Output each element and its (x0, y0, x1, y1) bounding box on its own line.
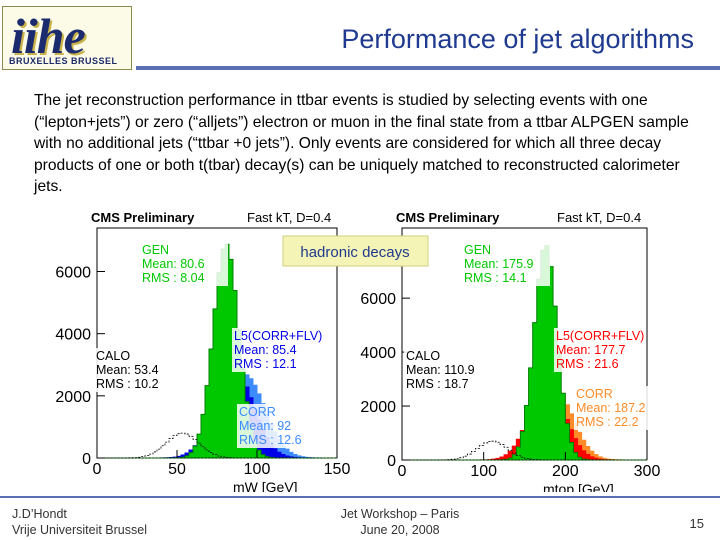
x-tick-label: 300 (634, 463, 661, 480)
stats-name: L5(CORR+FLV) (234, 329, 322, 343)
stats-name: CALO (406, 349, 440, 363)
stats-mean: Mean: 80.6 (142, 257, 205, 271)
y-tick-label: 6000 (360, 291, 396, 308)
footer-event: Jet Workshop – Paris (340, 507, 460, 521)
y-tick-label: 6000 (55, 265, 91, 282)
stats-box (232, 328, 320, 372)
y-tick-label: 4000 (55, 327, 91, 344)
footer-event-block: Jet Workshop – Paris June 20, 2008 (300, 506, 500, 538)
stats-box (404, 348, 492, 392)
x-tick-label: 200 (552, 463, 579, 480)
y-tick-label: 0 (82, 451, 91, 468)
stats-name: CORR (576, 387, 613, 401)
footer-date: June 20, 2008 (360, 523, 440, 537)
stats-mean: Mean: 187.2 (576, 401, 646, 415)
title-rule (136, 66, 720, 70)
series-calo (97, 432, 337, 459)
footer-rule (0, 496, 720, 498)
stats-mean: Mean: 53.4 (96, 363, 159, 377)
y-tick-label: 2000 (55, 389, 91, 406)
x-tick-label: 50 (168, 461, 186, 478)
stats-mean: Mean: 110.9 (406, 363, 475, 377)
stats-name: CORR (239, 405, 276, 419)
logo-wordmark: iihe (11, 8, 86, 64)
cms-preliminary-label: CMS Preliminary (396, 210, 500, 225)
stats-mean: Mean: 175.9 (464, 257, 534, 271)
stats-mean: Mean: 177.7 (556, 343, 626, 357)
stats-name: GEN (142, 243, 169, 257)
histogram-panel-1: 0 50 100 150 0 2000 4000 6000 CMS Preliminary Fas… (55, 210, 350, 492)
stats-box (554, 328, 642, 372)
stats-name: CALO (96, 349, 130, 363)
y-tick-label: 4000 (360, 345, 396, 362)
y-tick-label: 0 (387, 453, 396, 470)
footer-affiliation: Vrije Universiteit Brussel (12, 523, 147, 537)
callout-box (282, 235, 429, 267)
x-axis-label: mtop [GeV] (543, 481, 614, 492)
x-tick-label: 0 (398, 463, 407, 480)
series-calo (402, 440, 647, 461)
stats-box (237, 404, 325, 448)
stats-mean: Mean: 85.4 (234, 343, 297, 357)
stats-box (140, 242, 228, 286)
stats-box (94, 348, 182, 392)
stats-name: L5(CORR+FLV) (556, 329, 644, 343)
y-tick-label: 2000 (360, 399, 396, 416)
x-axis-label: mW [GeV] (233, 479, 298, 492)
stats-rms: RMS : 18.7 (406, 377, 469, 391)
intro-paragraph: The jet reconstruction performance in tt… (34, 92, 689, 195)
stats-rms: RMS : 12.1 (234, 357, 297, 371)
page-number: 15 (689, 516, 704, 531)
stats-mean: Mean: 92 (239, 419, 291, 433)
slide-title: Performance of jet algorithms (341, 24, 694, 54)
institute-logo: iihe BRUXELLES BRUSSEL (2, 6, 132, 70)
algorithm-label: Fast kT, D=0.4 (247, 210, 331, 225)
stats-rms: RMS : 22.2 (576, 415, 639, 429)
stats-rms: RMS : 10.2 (96, 377, 159, 391)
cms-preliminary-label: CMS Preliminary (91, 210, 195, 225)
x-tick-label: 100 (470, 463, 497, 480)
stats-rms: RMS : 12.6 (239, 433, 302, 447)
stats-rms: RMS : 14.1 (464, 271, 527, 285)
x-tick-label: 150 (324, 461, 351, 478)
footer-author-block: J.D’Hondt Vrije Universiteit Brussel (12, 506, 147, 538)
stats-rms: RMS : 8.04 (142, 271, 205, 285)
stats-name: GEN (464, 243, 491, 257)
algorithm-label: Fast kT, D=0.4 (557, 210, 641, 225)
stats-rms: RMS : 21.6 (556, 357, 619, 371)
histogram-panel-2: 0 100 200 300 0 2000 4000 6000 CMS Preliminary Fa… (360, 210, 662, 492)
stats-box (462, 242, 550, 286)
x-tick-label: 0 (93, 461, 102, 478)
stats-box (574, 386, 662, 430)
logo-subtitle: BRUXELLES BRUSSEL (9, 56, 118, 66)
callout-text: hadronic decays (300, 244, 409, 261)
footer-author: J.D’Hondt (12, 507, 67, 521)
x-tick-label: 100 (244, 461, 271, 478)
